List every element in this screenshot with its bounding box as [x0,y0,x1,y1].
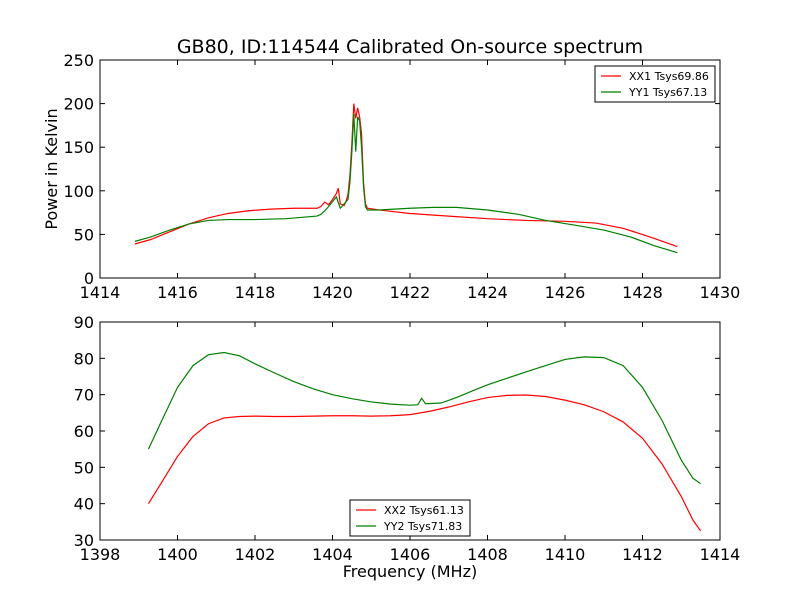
y-tick-label: 40 [74,495,94,514]
x-tick-label: 1404 [312,545,353,564]
x-tick-label: 1420 [312,283,353,302]
x-tick-label: 1406 [390,545,431,564]
y-axis-label: Power in Kelvin [42,108,61,229]
legend-label: XX2 Tsys61.13 [384,504,464,517]
legend: XX2 Tsys61.13 YY2 Tsys71.83 [349,499,471,537]
series-line-2-2 [147,351,701,485]
x-tick-label: 1430 [700,283,741,302]
y-tick-label: 70 [74,386,94,405]
legend-label: YY1 Tsys67.13 [628,86,707,99]
y-tick-label: 150 [63,138,94,157]
x-tick-label: 1402 [235,545,276,564]
x-tick-label: 1412 [622,545,663,564]
y-tick-label: 200 [63,95,94,114]
legend-box [594,65,716,103]
y-tick-label: 30 [74,531,94,550]
chart-title: GB80, ID:114544 Calibrated On-source spe… [177,36,643,58]
y-tick-label: 80 [74,349,94,368]
y-tick-label: 250 [63,51,94,70]
y-tick-label: 100 [63,182,94,201]
x-tick-label: 1408 [467,545,508,564]
legend-label: YY2 Tsys71.83 [383,520,462,533]
x-tick-label: 1418 [235,283,276,302]
legend-label: XX1 Tsys69.86 [629,70,709,83]
series-line-1-1 [134,103,678,248]
y-tick-label: 50 [74,458,94,477]
series-line-2-1 [147,394,702,532]
y-tick-label: 50 [74,225,94,244]
plot-1: 1414 1416 1418 1420 1422 1424 1426 1428 1430 0 50 1… [42,51,740,302]
x-tick-label: 1414 [700,545,741,564]
y-tick-label: 90 [74,313,94,332]
y-tick-label: 0 [84,269,94,288]
x-tick-label: 1422 [390,283,431,302]
x-axis-label: Frequency (MHz) [343,562,477,581]
x-tick-label: 1426 [545,283,586,302]
x-tick-label: 1400 [157,545,198,564]
x-tick-label: 1414 [80,283,121,302]
y-tick-label: 60 [74,422,94,441]
x-tick-label: 1428 [622,283,663,302]
series-line-1-2 [134,114,678,254]
x-tick-label: 1398 [80,545,121,564]
x-tick-label: 1416 [157,283,198,302]
x-tick-label: 1424 [467,283,508,302]
plot-2: 1398 1400 1402 1404 1406 1408 1410 1412 1414 30 40… [74,313,741,581]
x-tick-label: 1410 [545,545,586,564]
legend-box [349,499,471,537]
legend: XX1 Tsys69.86 YY1 Tsys67.13 [594,65,716,103]
